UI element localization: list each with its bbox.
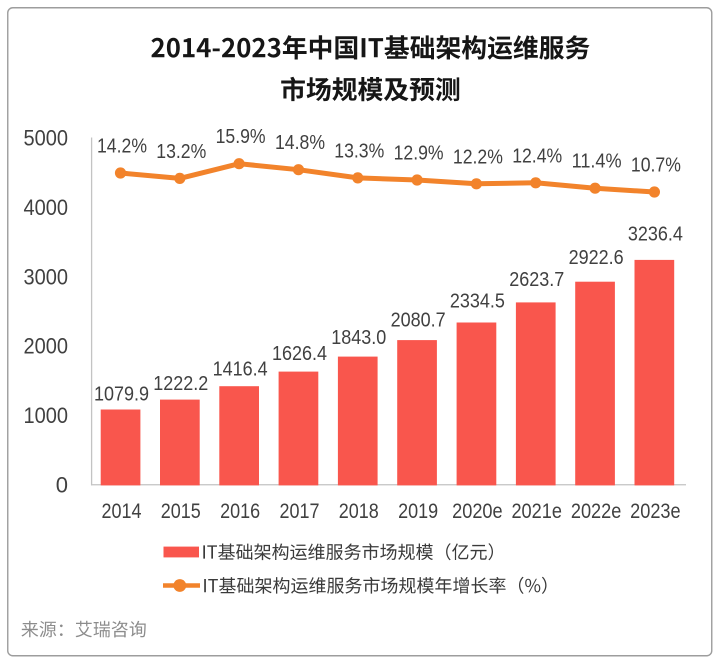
- svg-text:2020e: 2020e: [452, 499, 503, 523]
- svg-text:10.7%: 10.7%: [631, 155, 681, 177]
- svg-text:2023e: 2023e: [630, 499, 681, 523]
- svg-text:12.2%: 12.2%: [453, 146, 503, 168]
- svg-text:2022e: 2022e: [571, 499, 622, 523]
- svg-text:2015: 2015: [161, 499, 201, 523]
- svg-text:12.9%: 12.9%: [394, 143, 444, 165]
- svg-text:2017: 2017: [280, 499, 320, 523]
- svg-text:2623.7: 2623.7: [509, 269, 564, 291]
- svg-text:2922.6: 2922.6: [569, 247, 624, 269]
- svg-text:2014: 2014: [102, 499, 142, 523]
- svg-text:1222.2: 1222.2: [153, 373, 208, 395]
- svg-text:2019: 2019: [398, 499, 438, 523]
- svg-text:2080.7: 2080.7: [391, 309, 446, 331]
- svg-text:11.4%: 11.4%: [572, 151, 622, 173]
- svg-text:1416.4: 1416.4: [213, 359, 268, 381]
- svg-text:13.3%: 13.3%: [334, 140, 384, 162]
- svg-text:1843.0: 1843.0: [331, 327, 386, 349]
- svg-text:1000: 1000: [24, 403, 69, 428]
- svg-text:3236.4: 3236.4: [628, 224, 683, 246]
- svg-text:14.8%: 14.8%: [275, 132, 325, 154]
- svg-text:15.9%: 15.9%: [216, 126, 266, 148]
- svg-text:14.2%: 14.2%: [97, 136, 147, 158]
- svg-text:2334.5: 2334.5: [450, 291, 505, 313]
- svg-text:2016: 2016: [220, 499, 260, 523]
- svg-text:4000: 4000: [24, 195, 69, 220]
- svg-text:13.2%: 13.2%: [156, 141, 206, 163]
- svg-text:1626.4: 1626.4: [272, 343, 327, 365]
- svg-text:0: 0: [56, 472, 68, 497]
- svg-text:12.4%: 12.4%: [512, 145, 562, 167]
- svg-text:1079.9: 1079.9: [94, 384, 149, 406]
- svg-text:5000: 5000: [24, 126, 69, 151]
- svg-text:3000: 3000: [24, 264, 69, 289]
- svg-text:2000: 2000: [24, 334, 69, 359]
- svg-text:2021e: 2021e: [511, 499, 562, 523]
- svg-text:2018: 2018: [339, 499, 379, 523]
